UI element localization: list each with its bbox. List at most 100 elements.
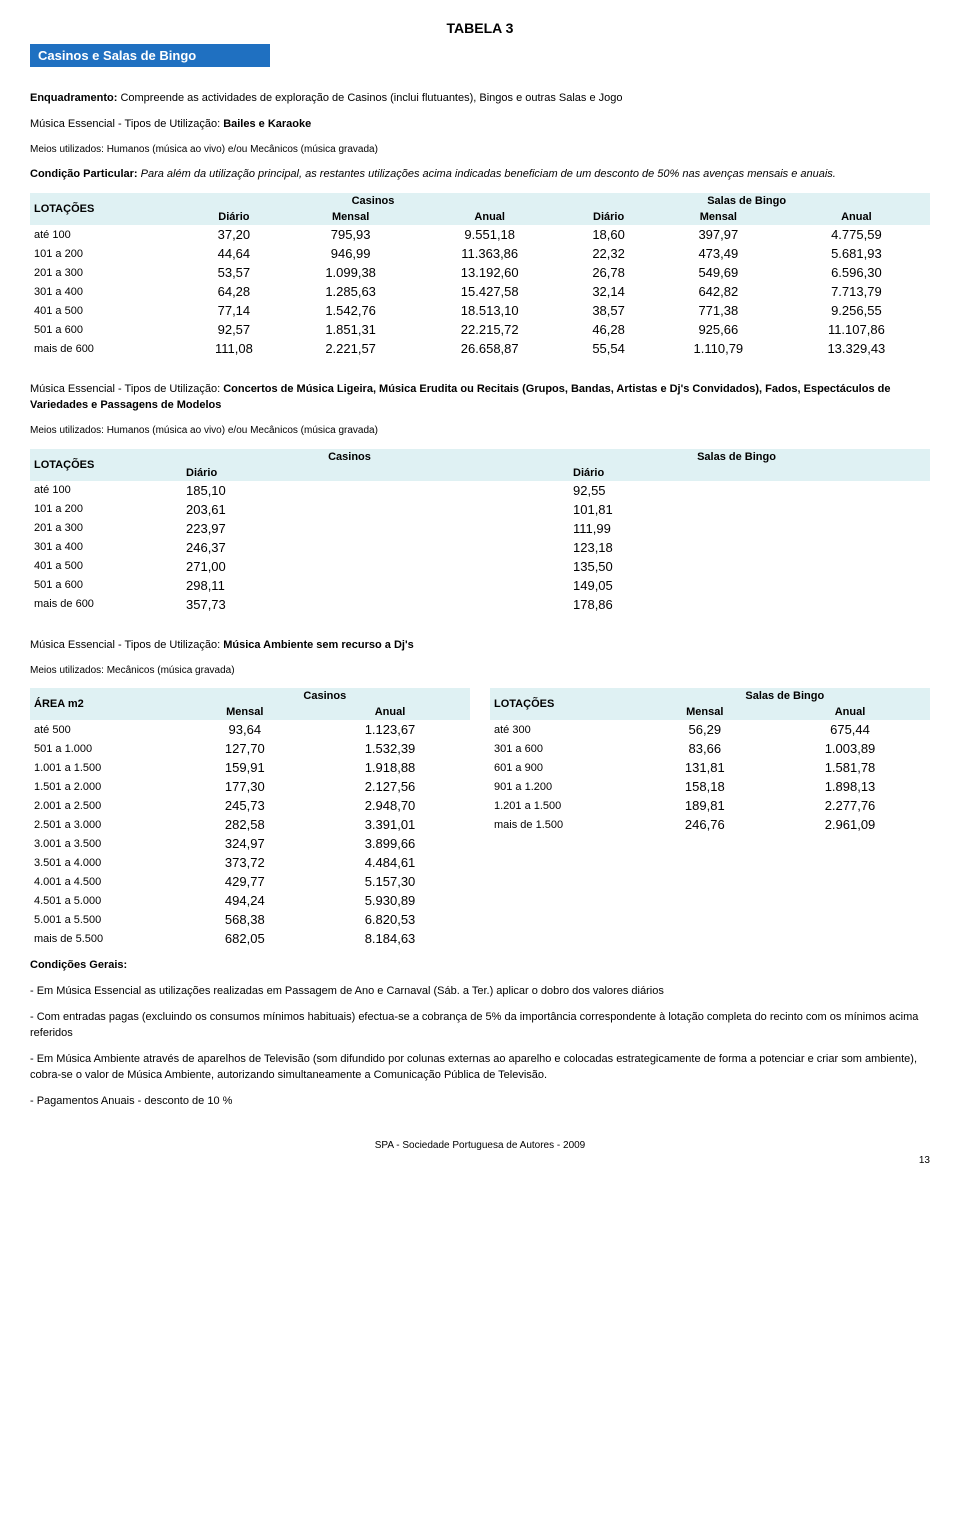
- section2-heading: Música Essencial - Tipos de Utilização: …: [30, 382, 930, 414]
- col-mensal: Mensal: [180, 704, 310, 720]
- cell-casinos-diario: 77,14: [183, 301, 285, 320]
- table-row: mais de 1.500246,762.961,09: [490, 815, 930, 834]
- intro2-text: Música Essencial - Tipos de Utilização:: [30, 118, 223, 130]
- table-row: até 30056,29675,44: [490, 720, 930, 739]
- cell-casinos-anual: 18.513,10: [416, 301, 563, 320]
- intro2-bold: Bailes e Karaoke: [223, 118, 311, 130]
- cell-anual: 5.157,30: [310, 872, 470, 891]
- table-bailes-karaoke: LOTAÇÕES Casinos Salas de Bingo Diário M…: [30, 193, 930, 358]
- row-label: 4.001 a 4.500: [30, 872, 180, 891]
- table-row: 301 a 400246,37123,18: [30, 538, 930, 557]
- row-label: 501 a 1.000: [30, 739, 180, 758]
- cell-salas-anual: 7.713,79: [783, 282, 930, 301]
- cell-casinos-anual: 13.192,60: [416, 263, 563, 282]
- cell-salas-diario: 123,18: [543, 538, 930, 557]
- cell-casinos-diario: 223,97: [156, 519, 543, 538]
- cell-salas-diario: 111,99: [543, 519, 930, 538]
- cond-text: Para além da utilização principal, as re…: [138, 168, 836, 180]
- table-row: até 100185,1092,55: [30, 481, 930, 500]
- row-label: 401 a 500: [30, 557, 156, 576]
- cell-anual: 2.961,09: [770, 815, 930, 834]
- row-label: 1.001 a 1.500: [30, 758, 180, 777]
- col-diario: Diário: [563, 209, 654, 225]
- cell-salas-diario: 26,78: [563, 263, 654, 282]
- cell-salas-diario: 22,32: [563, 244, 654, 263]
- cell-mensal: 373,72: [180, 853, 310, 872]
- cell-casinos-mensal: 946,99: [285, 244, 416, 263]
- row-label: 301 a 400: [30, 538, 156, 557]
- condicoes-gerais-heading: Condições Gerais:: [30, 958, 930, 974]
- row-label: 3.501 a 4.000: [30, 853, 180, 872]
- cell-mensal: 324,97: [180, 834, 310, 853]
- col-casinos: Casinos: [156, 449, 543, 465]
- cell-anual: 1.003,89: [770, 739, 930, 758]
- cell-casinos-diario: 246,37: [156, 538, 543, 557]
- table-row: até 50093,641.123,67: [30, 720, 470, 739]
- meios-utilizados-2: Meios utilizados: Humanos (música ao viv…: [30, 424, 930, 439]
- row-label: mais de 600: [30, 595, 156, 614]
- row-label: 1.201 a 1.500: [490, 796, 640, 815]
- col-mensal: Mensal: [285, 209, 416, 225]
- row-label: 4.501 a 5.000: [30, 891, 180, 910]
- table-row: mais de 600357,73178,86: [30, 595, 930, 614]
- col-diario: Diário: [543, 465, 930, 481]
- cell-casinos-anual: 9.551,18: [416, 225, 563, 244]
- cell-salas-diario: 92,55: [543, 481, 930, 500]
- cell-casinos-diario: 92,57: [183, 320, 285, 339]
- row-label: até 300: [490, 720, 640, 739]
- col-diario: Diário: [183, 209, 285, 225]
- table-row: 901 a 1.200158,181.898,13: [490, 777, 930, 796]
- table-row: 3.001 a 3.500324,973.899,66: [30, 834, 470, 853]
- cell-anual: 4.484,61: [310, 853, 470, 872]
- cond-lead: Condição Particular:: [30, 168, 138, 180]
- cell-casinos-diario: 203,61: [156, 500, 543, 519]
- cell-casinos-diario: 271,00: [156, 557, 543, 576]
- cell-casinos-mensal: 1.851,31: [285, 320, 416, 339]
- col-anual: Anual: [310, 704, 470, 720]
- cell-mensal: 83,66: [640, 739, 770, 758]
- col-lotacoes: LOTAÇÕES: [30, 193, 183, 225]
- col-salas-bingo: Salas de Bingo: [640, 688, 930, 704]
- cell-salas-mensal: 549,69: [654, 263, 783, 282]
- cell-casinos-diario: 53,57: [183, 263, 285, 282]
- meios-utilizados-1: Meios utilizados: Humanos (música ao viv…: [30, 143, 930, 158]
- row-label: até 100: [30, 481, 156, 500]
- page-footer: SPA - Sociedade Portuguesa de Autores - …: [30, 1140, 930, 1151]
- cell-anual: 1.532,39: [310, 739, 470, 758]
- note-4: - Pagamentos Anuais - desconto de 10 %: [30, 1094, 930, 1110]
- cell-salas-diario: 32,14: [563, 282, 654, 301]
- row-label: 101 a 200: [30, 500, 156, 519]
- cell-mensal: 189,81: [640, 796, 770, 815]
- table-row: 501 a 600298,11149,05: [30, 576, 930, 595]
- cell-casinos-diario: 64,28: [183, 282, 285, 301]
- cell-salas-mensal: 473,49: [654, 244, 783, 263]
- cell-casinos-mensal: 1.542,76: [285, 301, 416, 320]
- intro-enquadramento: Enquadramento: Compreende as actividades…: [30, 91, 930, 107]
- table-row: 1.501 a 2.000177,302.127,56: [30, 777, 470, 796]
- cell-salas-diario: 149,05: [543, 576, 930, 595]
- cell-anual: 1.898,13: [770, 777, 930, 796]
- cell-casinos-mensal: 2.221,57: [285, 339, 416, 358]
- table-row: 201 a 30053,571.099,3813.192,6026,78549,…: [30, 263, 930, 282]
- condicao-particular: Condição Particular: Para além da utiliz…: [30, 167, 930, 183]
- row-label: 201 a 300: [30, 263, 183, 282]
- table-ambiente-lotacoes: LOTAÇÕES Salas de Bingo Mensal Anual até…: [490, 688, 930, 834]
- cell-salas-diario: 18,60: [563, 225, 654, 244]
- cell-anual: 8.184,63: [310, 929, 470, 948]
- table-row: 501 a 60092,571.851,3122.215,7246,28925,…: [30, 320, 930, 339]
- intro-lead: Enquadramento:: [30, 92, 117, 104]
- cell-mensal: 158,18: [640, 777, 770, 796]
- cell-mensal: 56,29: [640, 720, 770, 739]
- col-salas-bingo: Salas de Bingo: [543, 449, 930, 465]
- section3-heading: Música Essencial - Tipos de Utilização: …: [30, 638, 930, 654]
- table-row: 4.501 a 5.000494,245.930,89: [30, 891, 470, 910]
- cell-casinos-diario: 111,08: [183, 339, 285, 358]
- cell-casinos-mensal: 1.285,63: [285, 282, 416, 301]
- cell-salas-anual: 6.596,30: [783, 263, 930, 282]
- cell-salas-diario: 101,81: [543, 500, 930, 519]
- cell-anual: 1.581,78: [770, 758, 930, 777]
- page-number: 13: [30, 1155, 930, 1166]
- row-label: 301 a 600: [490, 739, 640, 758]
- cell-salas-anual: 9.256,55: [783, 301, 930, 320]
- cell-mensal: 159,91: [180, 758, 310, 777]
